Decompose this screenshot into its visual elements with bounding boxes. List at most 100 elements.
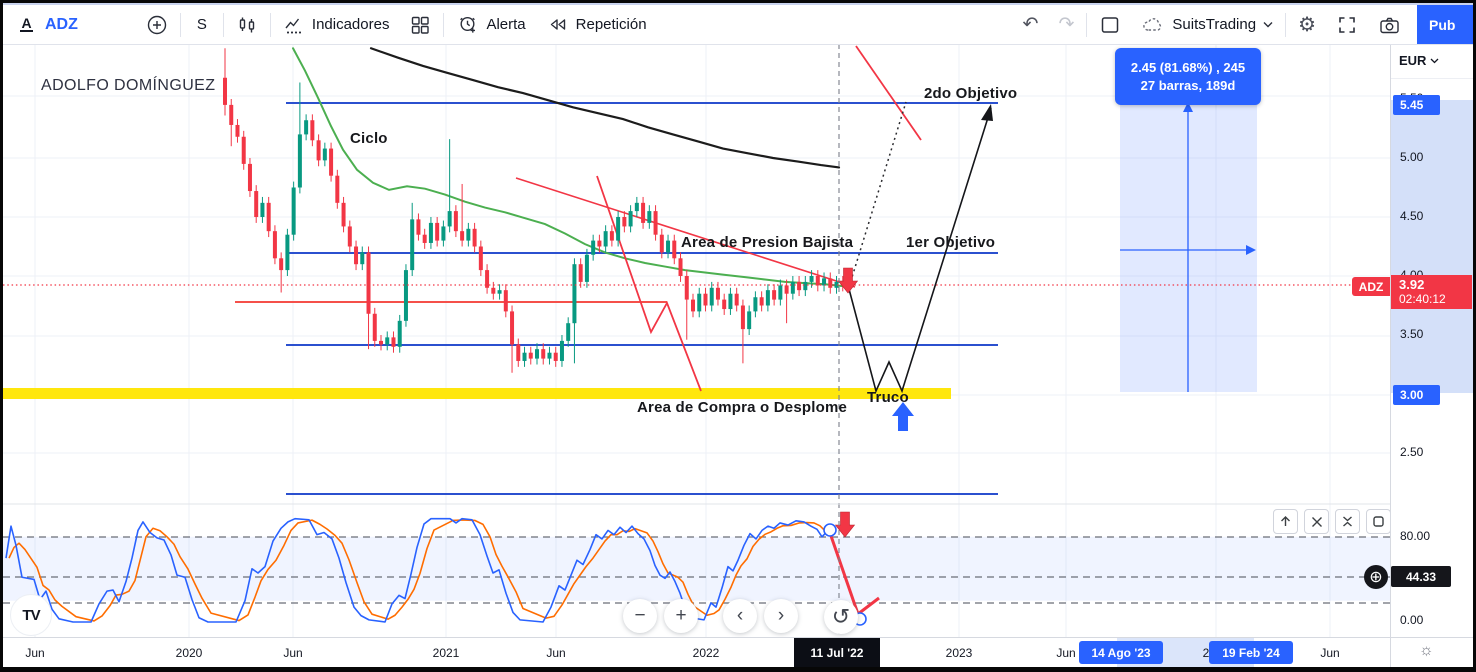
toolbar-separator bbox=[1285, 12, 1287, 37]
red-projection-line bbox=[855, 45, 922, 141]
toolbar-separator bbox=[269, 12, 271, 37]
pane-maximize-button[interactable] bbox=[1366, 509, 1390, 534]
candle-body bbox=[759, 297, 764, 306]
single-layout-button[interactable] bbox=[1089, 5, 1131, 44]
reset-chart-button[interactable]: ↺ bbox=[824, 600, 858, 634]
stoch-add-alert-button[interactable]: ⊕ bbox=[1364, 565, 1388, 589]
candle-body bbox=[678, 258, 683, 276]
series-price-tag: ADZ bbox=[1352, 277, 1390, 296]
time-tick-label: Jun bbox=[25, 646, 45, 660]
candle-body bbox=[441, 226, 446, 241]
theme-sun-icon[interactable]: ☼ bbox=[1419, 642, 1434, 659]
indicator-pane-controls bbox=[1273, 509, 1390, 534]
zoom-in-button[interactable]: + bbox=[664, 599, 698, 633]
chart-style-button[interactable] bbox=[226, 5, 268, 44]
candle-body bbox=[641, 202, 646, 223]
plus-circle-icon bbox=[146, 14, 168, 36]
alert-label: Alerta bbox=[486, 16, 526, 33]
currency-selector[interactable]: EUR bbox=[1399, 53, 1439, 68]
candle-body bbox=[472, 228, 477, 247]
measure-arrow-up bbox=[1183, 102, 1193, 112]
replay-button[interactable]: Repetición bbox=[536, 5, 657, 44]
toolbar-separator bbox=[222, 12, 224, 37]
gear-icon: ⚙ bbox=[1298, 14, 1316, 36]
candle-body bbox=[254, 191, 259, 217]
candle-body bbox=[485, 270, 490, 288]
time-tick-label: 2021 bbox=[432, 646, 460, 660]
tradingview-logo[interactable]: TV bbox=[10, 594, 52, 636]
candle-body bbox=[435, 222, 440, 241]
annotation-1er-objetivo[interactable]: 1er Objetivo bbox=[906, 234, 996, 251]
chevron-down-icon bbox=[1263, 21, 1273, 28]
candle-body bbox=[591, 240, 596, 255]
candle-body bbox=[740, 305, 745, 330]
candle-body bbox=[728, 293, 733, 310]
interval-button[interactable]: S bbox=[183, 5, 221, 44]
target-path-line bbox=[848, 107, 992, 394]
candle-body bbox=[597, 240, 602, 247]
candle-body bbox=[372, 313, 377, 341]
settings-button[interactable]: ⚙ bbox=[1288, 5, 1326, 44]
annotation-compra-desplome[interactable]: Area de Compra o Desplome bbox=[637, 399, 848, 416]
candle-body bbox=[753, 297, 758, 312]
scroll-right-button[interactable]: › bbox=[764, 599, 798, 633]
chart-pane[interactable]: ADOLFO DOMÍNGUEZ Ciclo 2do Objetivo Area… bbox=[3, 44, 1390, 637]
redo-button[interactable]: ↷ bbox=[1048, 5, 1084, 44]
candle-body bbox=[447, 211, 452, 227]
fullscreen-button[interactable] bbox=[1326, 5, 1368, 44]
candle-body bbox=[834, 281, 839, 288]
annotation-truco[interactable]: Truco bbox=[867, 389, 909, 406]
candle-body bbox=[266, 202, 271, 232]
alert-button[interactable]: Alerta bbox=[446, 5, 535, 44]
scroll-left-button[interactable]: ‹ bbox=[723, 599, 757, 633]
rewind-icon bbox=[546, 13, 569, 36]
buy-zone-band bbox=[3, 388, 951, 399]
pane-close-button[interactable] bbox=[1304, 509, 1329, 534]
top-strip bbox=[3, 3, 1473, 5]
layout-name: SuitsTrading bbox=[1172, 16, 1257, 33]
pane-move-up-button[interactable] bbox=[1273, 509, 1298, 534]
screenshot-border bbox=[1473, 0, 1476, 672]
price-tick-label: 4.50 bbox=[1400, 209, 1424, 223]
candle-body bbox=[291, 187, 296, 235]
candle-body bbox=[516, 344, 521, 361]
zoom-out-button[interactable]: − bbox=[623, 599, 657, 633]
candle-body bbox=[460, 231, 465, 241]
pane-collapse-button[interactable] bbox=[1335, 509, 1360, 534]
buy-arrow-marker bbox=[892, 402, 914, 431]
indicators-label: Indicadores bbox=[311, 16, 390, 33]
range-top-price-label: 5.45 bbox=[1393, 95, 1440, 115]
chevron-down-icon bbox=[1430, 58, 1439, 63]
layout-square-icon bbox=[1099, 14, 1121, 36]
save-layout-button[interactable]: SuitsTrading bbox=[1131, 5, 1283, 44]
grid-icon bbox=[409, 14, 431, 36]
candle-body bbox=[709, 287, 714, 306]
symbol-search-button[interactable]: A ADZ bbox=[3, 5, 88, 44]
time-tick-label: 2020 bbox=[175, 646, 203, 660]
candle-body bbox=[478, 246, 483, 271]
time-axis[interactable]: Jun2020Jun2021Jun20222023Jun2024Jun 14 A… bbox=[3, 637, 1390, 668]
candle-body bbox=[410, 219, 415, 271]
candle-body bbox=[335, 175, 340, 203]
snapshot-button[interactable] bbox=[1368, 5, 1411, 44]
candle-body bbox=[391, 337, 396, 347]
compare-add-symbol-button[interactable] bbox=[136, 5, 178, 44]
candle-body bbox=[666, 240, 671, 253]
publish-button[interactable]: Pub bbox=[1417, 5, 1473, 44]
time-tick-label: 2023 bbox=[945, 646, 973, 660]
candle-body bbox=[235, 124, 240, 137]
indicators-button[interactable]: Indicadores bbox=[273, 5, 400, 44]
redo-icon: ↷ bbox=[1058, 14, 1075, 35]
undo-button[interactable]: ↶ bbox=[1013, 5, 1049, 44]
stoch-k-line bbox=[5, 517, 831, 623]
annotation-presion-bajista[interactable]: Area de Presion Bajista bbox=[681, 234, 854, 251]
annotation-ciclo[interactable]: Ciclo bbox=[350, 130, 388, 147]
candle-body bbox=[778, 285, 783, 300]
layout-templates-button[interactable] bbox=[399, 5, 441, 44]
chart-canvas[interactable] bbox=[3, 44, 1390, 637]
candle-body bbox=[822, 278, 827, 286]
candle-body bbox=[809, 276, 814, 282]
annotation-2do-objetivo[interactable]: 2do Objetivo bbox=[924, 85, 1018, 102]
screenshot-border bbox=[0, 0, 3, 672]
